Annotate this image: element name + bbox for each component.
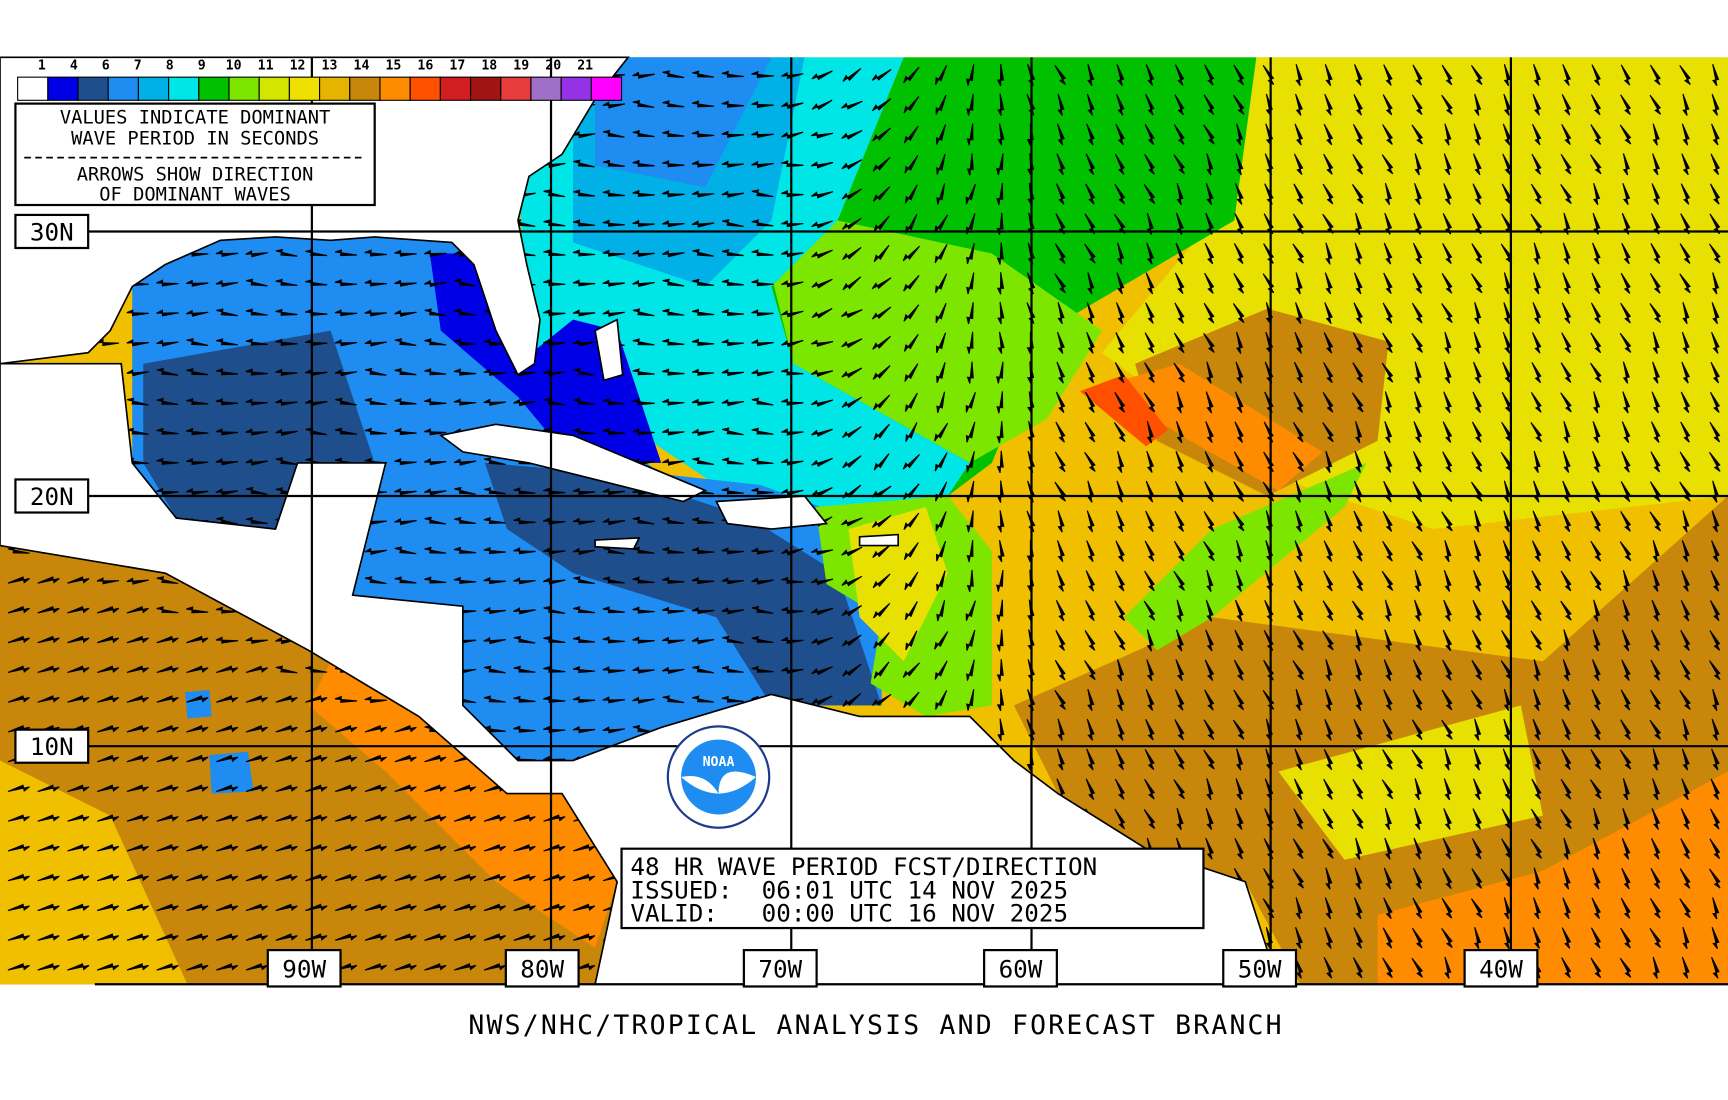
longitude-label: 70W bbox=[758, 955, 802, 984]
longitude-label: 50W bbox=[1238, 955, 1282, 984]
legend-label: 6 bbox=[102, 58, 110, 73]
noaa-logo: NOAA bbox=[668, 726, 769, 827]
jamaica bbox=[595, 538, 639, 549]
legend-label: 1 bbox=[38, 58, 46, 73]
latitude-label: 30N bbox=[30, 217, 74, 246]
legend-swatch bbox=[78, 77, 108, 100]
legend-swatch bbox=[48, 77, 78, 100]
legend-swatch bbox=[18, 77, 48, 100]
legend-label: 7 bbox=[134, 58, 142, 73]
note-text: ARROWS SHOW DIRECTION bbox=[77, 165, 314, 186]
legend-swatch bbox=[199, 77, 229, 100]
note-text: VALUES INDICATE DOMINANT bbox=[60, 107, 330, 128]
legend-label: 21 bbox=[577, 58, 593, 73]
longitude-label: 90W bbox=[282, 955, 326, 984]
legend-label: 19 bbox=[513, 58, 529, 73]
legend-swatch bbox=[169, 77, 199, 100]
legend-swatch bbox=[471, 77, 501, 100]
legend-label: 16 bbox=[417, 58, 433, 73]
longitude-label: 60W bbox=[999, 955, 1043, 984]
legend-swatch bbox=[320, 77, 350, 100]
legend-swatch bbox=[561, 77, 591, 100]
legend-swatch bbox=[229, 77, 259, 100]
longitude-label: 80W bbox=[520, 955, 564, 984]
legend-label: 15 bbox=[385, 58, 401, 73]
legend-label: 17 bbox=[449, 58, 465, 73]
legend-swatch bbox=[289, 77, 319, 100]
latitude-label: 20N bbox=[30, 482, 74, 511]
legend-label: 11 bbox=[258, 58, 274, 73]
info-box: 48 HR WAVE PERIOD FCST/DIRECTION ISSUED:… bbox=[622, 849, 1204, 928]
puerto-rico bbox=[860, 535, 899, 546]
field-blue bbox=[185, 690, 211, 719]
legend-swatch bbox=[440, 77, 470, 100]
longitude-label: 40W bbox=[1479, 955, 1523, 984]
note-box: VALUES INDICATE DOMINANT WAVE PERIOD IN … bbox=[15, 104, 374, 206]
logo-text: NOAA bbox=[703, 755, 735, 770]
note-text: OF DOMINANT WAVES bbox=[99, 185, 291, 206]
legend-label: 9 bbox=[198, 58, 206, 73]
legend-swatch bbox=[350, 77, 380, 100]
legend-label: 4 bbox=[70, 58, 78, 73]
legend-swatch bbox=[591, 77, 621, 100]
legend-label: 14 bbox=[354, 58, 370, 73]
legend-swatch bbox=[138, 77, 168, 100]
legend-label: 20 bbox=[545, 58, 561, 73]
legend-label: 18 bbox=[481, 58, 497, 73]
legend-swatch bbox=[380, 77, 410, 100]
info-valid: VALID: 00:00 UTC 16 NOV 2025 bbox=[630, 898, 1068, 927]
footer: NWS/NHC/TROPICAL ANALYSIS AND FORECAST B… bbox=[468, 1010, 1283, 1041]
legend-label: 12 bbox=[290, 58, 306, 73]
legend-swatch bbox=[259, 77, 289, 100]
legend-swatch bbox=[501, 77, 531, 100]
legend-label: 13 bbox=[322, 58, 338, 73]
legend-label: 8 bbox=[166, 58, 174, 73]
legend-swatch bbox=[108, 77, 138, 100]
legend-label: 10 bbox=[226, 58, 242, 73]
legend-swatch bbox=[410, 77, 440, 100]
latitude-label: 10N bbox=[30, 732, 74, 761]
note-text: WAVE PERIOD IN SECONDS bbox=[71, 128, 319, 149]
legend-swatch bbox=[531, 77, 561, 100]
